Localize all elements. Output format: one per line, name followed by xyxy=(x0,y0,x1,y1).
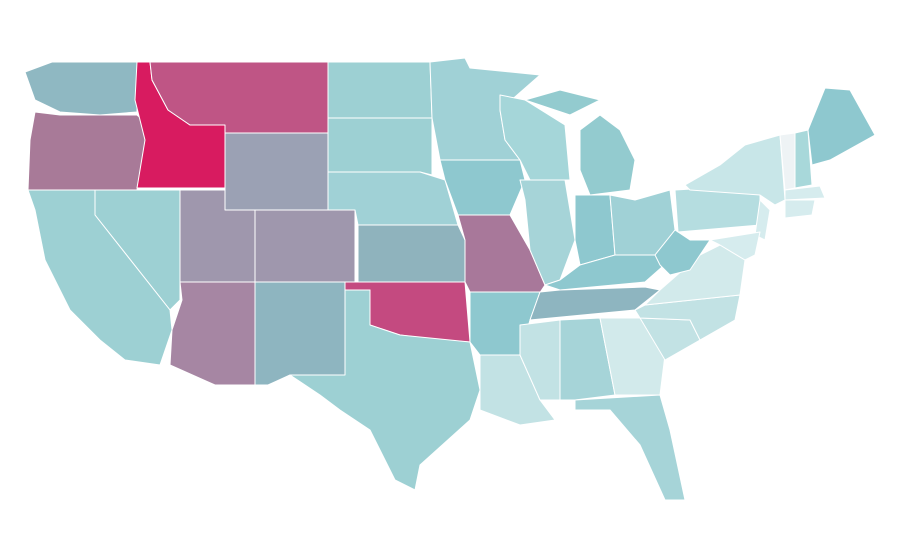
state xyxy=(559,317,616,401)
state xyxy=(709,231,761,261)
state xyxy=(754,199,771,241)
state xyxy=(574,194,616,266)
state xyxy=(599,317,666,396)
state xyxy=(24,61,138,116)
state xyxy=(327,61,433,119)
state xyxy=(27,111,149,191)
state xyxy=(169,281,256,386)
state xyxy=(327,117,433,176)
state xyxy=(27,189,173,366)
state xyxy=(794,129,813,189)
state xyxy=(784,199,816,219)
state xyxy=(289,289,481,491)
state xyxy=(574,394,686,501)
state xyxy=(784,185,826,201)
state xyxy=(807,87,876,166)
state xyxy=(357,224,466,283)
state xyxy=(254,209,356,283)
state xyxy=(579,114,636,196)
state xyxy=(224,132,329,211)
state xyxy=(254,281,346,386)
state xyxy=(519,319,561,401)
state xyxy=(634,294,741,341)
state xyxy=(524,89,601,116)
